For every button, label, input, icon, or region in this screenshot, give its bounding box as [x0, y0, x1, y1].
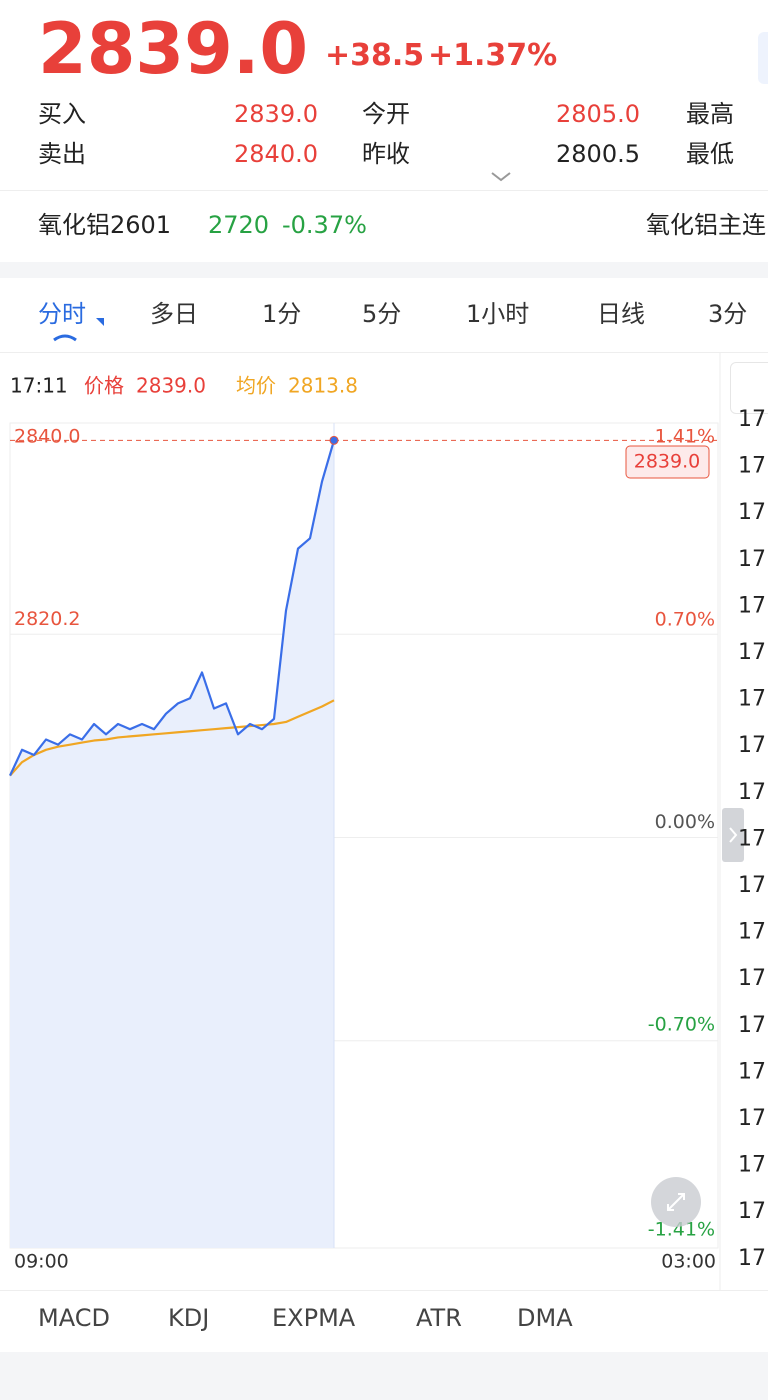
y-tick-label: 2820.2	[14, 608, 80, 630]
quote-label: 最高	[686, 100, 734, 128]
tab-underline	[53, 334, 77, 342]
side-box	[730, 362, 768, 414]
side-time: 17:	[738, 826, 768, 851]
change: +38.5	[325, 38, 425, 73]
tab[interactable]: 日线	[597, 300, 645, 328]
price: 2839.0	[38, 8, 309, 90]
expand-icon	[667, 1193, 685, 1211]
quote-value: 2840.0	[234, 140, 318, 168]
side-time: 17:	[738, 547, 768, 572]
price-tag	[625, 445, 710, 479]
y-tick-label: 2840.0	[14, 426, 80, 448]
tab[interactable]: 1小时	[466, 300, 530, 328]
legend-name: 均价	[236, 374, 276, 398]
related-name[interactable]: 氧化铝2601	[38, 211, 172, 239]
tab[interactable]: 多日	[150, 300, 198, 328]
quote-label: 买入	[38, 100, 86, 128]
legend-name: 价格	[84, 374, 124, 398]
time: 17:11	[10, 374, 68, 398]
series-line	[9, 699, 335, 777]
side-time: 17:	[738, 780, 768, 805]
indicator-tab[interactable]: EXPMA	[272, 1304, 356, 1332]
side-handle[interactable]	[722, 808, 744, 862]
quote-label: 昨收	[362, 140, 410, 168]
related-next[interactable]: 氧化铝主连	[646, 211, 766, 239]
side-time: 17:	[738, 920, 768, 945]
side-time: 17:	[738, 1153, 768, 1178]
quote-value: 2839.0	[234, 100, 318, 128]
side-time: 17:	[738, 407, 768, 432]
change-pct: +1.37%	[428, 38, 558, 73]
quote-value: 2800.5	[556, 140, 640, 168]
side-time: 17:	[738, 733, 768, 758]
indicator-tab[interactable]: ATR	[416, 1304, 462, 1332]
divider	[0, 1290, 768, 1291]
series-line	[9, 440, 336, 777]
y2-tick-label: 0.70%	[655, 609, 715, 631]
y2-tick-label: 1.41%	[655, 426, 715, 448]
tab[interactable]: 3分	[708, 300, 748, 328]
side-time: 17:	[738, 1013, 768, 1038]
y2-tick-label: -0.70%	[648, 1013, 715, 1035]
divider	[0, 190, 768, 191]
quote-value: 2805.0	[556, 100, 640, 128]
x-tick-label: 03:00	[661, 1251, 716, 1273]
legend-value: 2813.8	[288, 374, 358, 398]
indicator-tab[interactable]: KDJ	[168, 1304, 210, 1332]
side-time: 17:	[738, 593, 768, 618]
side-time: 17:	[738, 966, 768, 991]
quote-label: 今开	[362, 100, 410, 128]
side-time: 17:	[738, 454, 768, 479]
related-price: 2720	[208, 211, 270, 239]
side-handle-arrow	[729, 827, 738, 843]
price-area	[10, 440, 334, 1248]
price-tag-text: 2839.0	[634, 451, 700, 473]
legend-value: 2839.0	[136, 374, 206, 398]
band	[0, 262, 768, 278]
side-button[interactable]	[758, 32, 768, 84]
divider	[0, 352, 768, 353]
chart: 17:11价格2839.0均价2813.8口袋贵金属2840.02820.228…	[9, 318, 768, 1290]
side-time: 17:	[738, 1246, 768, 1271]
indicator-tab[interactable]: MACD	[38, 1304, 110, 1332]
tab[interactable]: 5分	[362, 300, 402, 328]
side-time: 17:	[738, 1199, 768, 1224]
y2-tick-label: 0.00%	[655, 811, 715, 833]
quote-label: 最低	[686, 140, 734, 168]
band	[0, 1352, 768, 1400]
tab-active[interactable]: 分时	[38, 300, 86, 328]
related-change: -0.37%	[282, 211, 367, 239]
side-time: 17:	[738, 500, 768, 525]
quote-label: 卖出	[38, 140, 86, 168]
side-time: 17:	[738, 873, 768, 898]
tab[interactable]: 1分	[262, 300, 302, 328]
indicator-tab[interactable]: DMA	[517, 1304, 573, 1332]
side-time: 17:	[738, 687, 768, 712]
tab-indicator	[96, 318, 104, 326]
side-time: 17:	[738, 1106, 768, 1131]
x-tick-label: 09:00	[14, 1251, 69, 1273]
last-point	[329, 435, 339, 445]
side-time: 17:	[738, 640, 768, 665]
expand-chevron[interactable]	[490, 170, 512, 184]
side-time: 17:	[738, 1059, 768, 1084]
